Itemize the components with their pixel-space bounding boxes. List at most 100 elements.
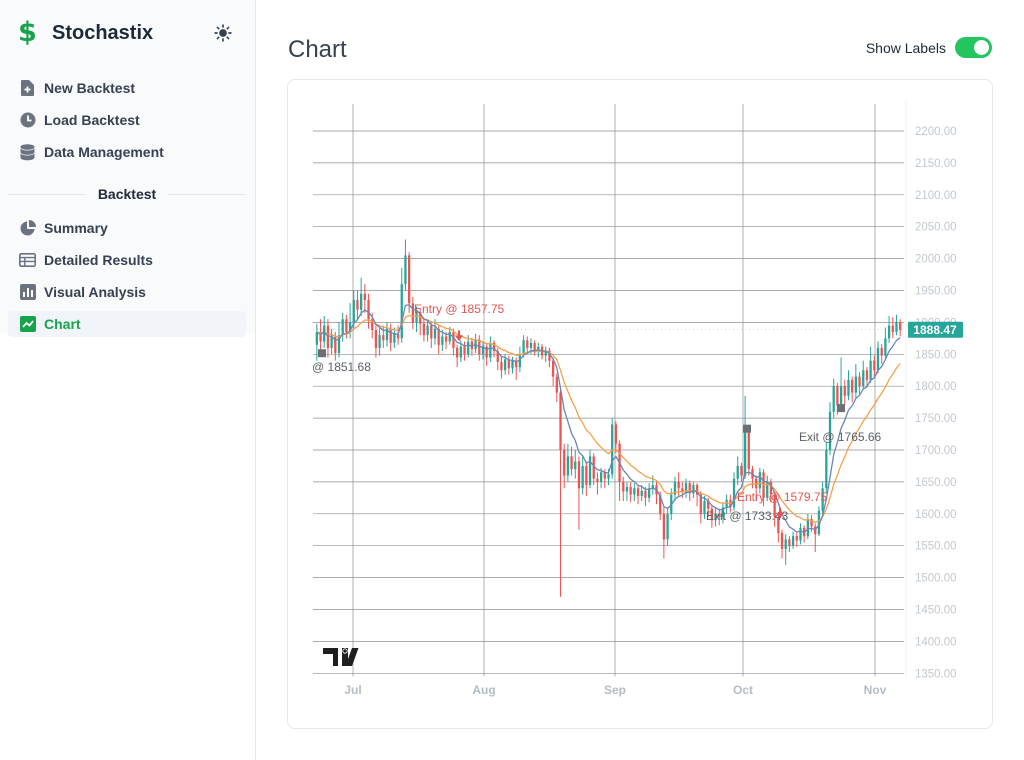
candle-body: [356, 300, 359, 310]
trade-label: Entry @ 1857.75: [414, 302, 505, 316]
sidebar-item-chart[interactable]: Chart: [8, 311, 246, 337]
candle-body: [673, 481, 677, 495]
candle-body: [718, 513, 721, 517]
candle-body: [858, 376, 861, 387]
candle-body: [363, 293, 366, 301]
candle-body: [485, 346, 488, 358]
candle-body: [459, 346, 462, 358]
database-icon: [19, 143, 36, 161]
candle-body: [659, 494, 662, 514]
candle-body: [684, 483, 688, 492]
candle-body: [740, 465, 743, 476]
candle-body: [758, 472, 762, 489]
tradingview-logo-icon[interactable]: [323, 648, 359, 666]
candle-body: [688, 483, 691, 494]
candle-body: [415, 312, 418, 323]
sidebar-panel: $ Stochastix New Backtest Load Backtest: [0, 0, 255, 337]
candle-body: [348, 322, 352, 332]
time-axis-label: Oct: [733, 683, 753, 697]
candle-body: [773, 494, 776, 517]
candle-body: [441, 336, 444, 345]
candle-body: [422, 323, 426, 336]
candle-body: [352, 300, 355, 323]
time-axis-label: Sep: [604, 683, 626, 697]
candle-body: [644, 490, 647, 498]
sidebar-item-load-backtest[interactable]: Load Backtest: [8, 107, 246, 133]
price-axis-label: 1650.00: [915, 477, 957, 489]
sun-icon: [214, 24, 232, 42]
sidebar-item-new-backtest[interactable]: New Backtest: [8, 75, 246, 101]
candle-body: [544, 350, 547, 356]
candle-body: [876, 347, 880, 371]
time-axis-label: Aug: [472, 683, 495, 697]
app-name: Stochastix: [52, 21, 154, 44]
candle-body: [788, 539, 791, 546]
candle-body: [393, 333, 396, 343]
sidebar-item-detailed-results[interactable]: Detailed Results: [8, 247, 246, 273]
candle-body: [382, 335, 385, 341]
candle-body: [636, 488, 640, 496]
candle-body: [884, 338, 887, 356]
candle-body: [526, 340, 529, 348]
candle-body: [607, 474, 610, 479]
candle-body: [869, 360, 872, 380]
candle-body: [677, 481, 680, 489]
candle-body: [714, 513, 717, 521]
candle-body: [492, 342, 496, 352]
sidebar-item-label: Visual Analysis: [44, 284, 146, 300]
section-title: Backtest: [97, 186, 157, 202]
candle-body: [851, 379, 854, 393]
candle-body: [880, 347, 883, 356]
candle-body: [337, 335, 341, 354]
candle-body: [810, 518, 813, 527]
candle-body: [743, 430, 747, 476]
price-axis-label: 1750.00: [915, 413, 957, 425]
sidebar-item-label: Data Management: [44, 144, 164, 160]
candle-body: [755, 478, 758, 489]
candle-body: [899, 322, 902, 331]
sidebar-item-data-management[interactable]: Data Management: [8, 139, 246, 165]
candle-body: [385, 328, 389, 341]
candle-body: [895, 322, 898, 332]
last-price-badge: [908, 321, 963, 338]
candle-body: [426, 325, 429, 336]
candle-body: [581, 465, 584, 489]
candle-body: [570, 456, 573, 470]
candle-body: [862, 370, 865, 387]
candle-body: [629, 487, 632, 495]
candle-body: [777, 516, 780, 533]
show-labels-toggle[interactable]: [955, 37, 992, 58]
sidebar-item-summary[interactable]: Summary: [8, 215, 246, 241]
price-axis-label: 1600.00: [915, 509, 957, 521]
candle-body: [551, 360, 555, 377]
line-chart-icon: [19, 316, 36, 333]
candle-body: [725, 499, 728, 508]
entry-arrow-icon: [455, 335, 463, 342]
trade-label: Entry @ 1579.75: [737, 490, 828, 504]
slow-moving-average-line: [316, 314, 901, 523]
candle-body: [378, 335, 381, 348]
candle-body: [444, 336, 448, 342]
candle-body: [400, 284, 403, 339]
candle-body: [566, 456, 570, 476]
price-axis-label: 1800.00: [915, 381, 957, 393]
price-axis-label: 1700.00: [915, 445, 957, 457]
theme-toggle-button[interactable]: [212, 22, 234, 44]
candle-body: [430, 325, 433, 339]
candlestick-chart[interactable]: 2200.00 2150.00 2100.00 2050.00 2000.00 1950.…: [288, 80, 993, 729]
page-title: Chart: [288, 36, 347, 63]
candle-body: [651, 485, 654, 489]
candle-body: [599, 472, 603, 482]
candle-body: [611, 424, 614, 475]
show-labels-control: Show Labels: [866, 37, 992, 58]
candle-body: [692, 485, 695, 494]
bar-chart-icon: [19, 284, 36, 301]
sidebar-item-visual-analysis[interactable]: Visual Analysis: [8, 279, 246, 305]
candle-body: [732, 478, 736, 508]
candle-body: [887, 325, 891, 339]
last-price-value: 1888.47: [913, 323, 957, 337]
trade-label: Exit @ 1733.43: [706, 509, 789, 523]
candle-body: [699, 494, 702, 514]
candle-body: [839, 386, 843, 406]
brand[interactable]: $ Stochastix: [18, 18, 153, 48]
